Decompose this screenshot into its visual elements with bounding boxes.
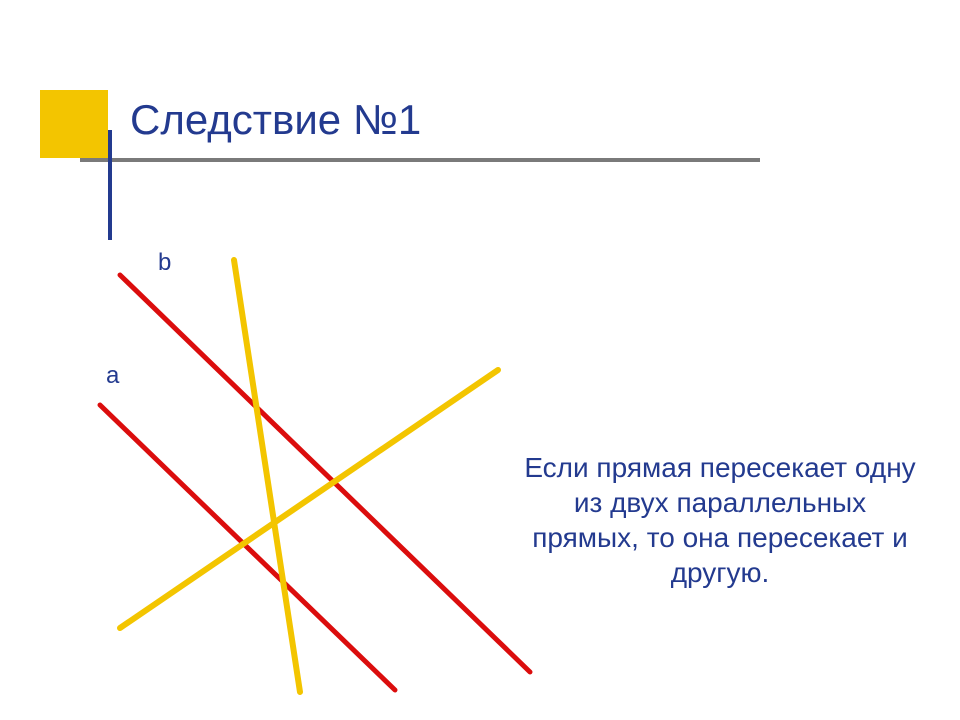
lines-diagram xyxy=(0,0,960,720)
slide: Следствие №1 ba Если прямая пересекает о… xyxy=(0,0,960,720)
diagram-line-t1_yellow xyxy=(234,260,300,692)
line-label-b: b xyxy=(158,249,171,277)
line-label-a: a xyxy=(106,362,119,390)
body-text: Если прямая пересекает одну из двух пара… xyxy=(520,450,920,590)
diagram-line-a xyxy=(100,405,395,690)
diagram-line-b xyxy=(120,275,530,672)
